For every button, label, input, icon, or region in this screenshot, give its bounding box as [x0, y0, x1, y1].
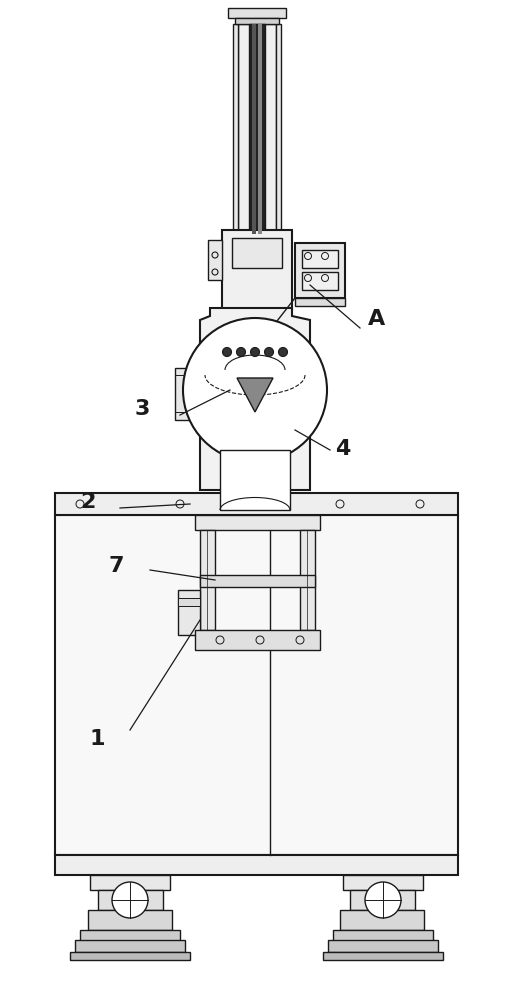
Bar [340, 910, 424, 930]
Circle shape [112, 882, 148, 918]
Bar [178, 598, 200, 606]
Bar [98, 890, 163, 910]
Bar [55, 493, 458, 515]
Bar [295, 243, 345, 298]
Circle shape [250, 348, 260, 357]
Bar [302, 250, 338, 268]
Bar [238, 24, 276, 234]
Text: A: A [368, 309, 385, 329]
Bar [195, 630, 320, 650]
Bar [300, 530, 315, 630]
Circle shape [279, 348, 287, 357]
Bar [228, 8, 286, 18]
Bar [208, 240, 222, 280]
Bar [88, 910, 172, 930]
Bar [328, 940, 438, 952]
Bar [175, 368, 203, 420]
Bar [55, 855, 458, 875]
Bar [343, 875, 423, 890]
Bar [252, 24, 256, 234]
Text: 1: 1 [90, 729, 106, 749]
Bar [220, 450, 290, 510]
Bar [302, 272, 338, 290]
Bar [55, 515, 458, 855]
Bar [249, 24, 265, 234]
Bar [195, 515, 320, 530]
Text: 3: 3 [135, 399, 150, 419]
Bar [200, 575, 315, 587]
Bar [323, 952, 443, 960]
Bar [222, 230, 292, 310]
Polygon shape [237, 378, 273, 412]
Text: 2: 2 [80, 492, 95, 512]
Bar [333, 930, 433, 942]
Text: 7: 7 [108, 556, 124, 576]
Bar [178, 590, 200, 635]
Text: 4: 4 [335, 439, 350, 459]
Circle shape [223, 348, 231, 357]
Circle shape [265, 348, 273, 357]
Bar [232, 238, 282, 268]
Bar [233, 24, 238, 234]
Circle shape [183, 318, 327, 462]
Bar [75, 940, 185, 952]
Bar [258, 24, 262, 234]
Circle shape [236, 348, 246, 357]
Circle shape [365, 882, 401, 918]
Bar [295, 298, 345, 306]
Bar [90, 875, 170, 890]
Bar [235, 18, 279, 24]
Bar [276, 24, 281, 234]
Bar [80, 930, 180, 942]
Bar [350, 890, 415, 910]
Bar [70, 952, 190, 960]
Bar [200, 530, 215, 630]
Polygon shape [200, 308, 310, 490]
